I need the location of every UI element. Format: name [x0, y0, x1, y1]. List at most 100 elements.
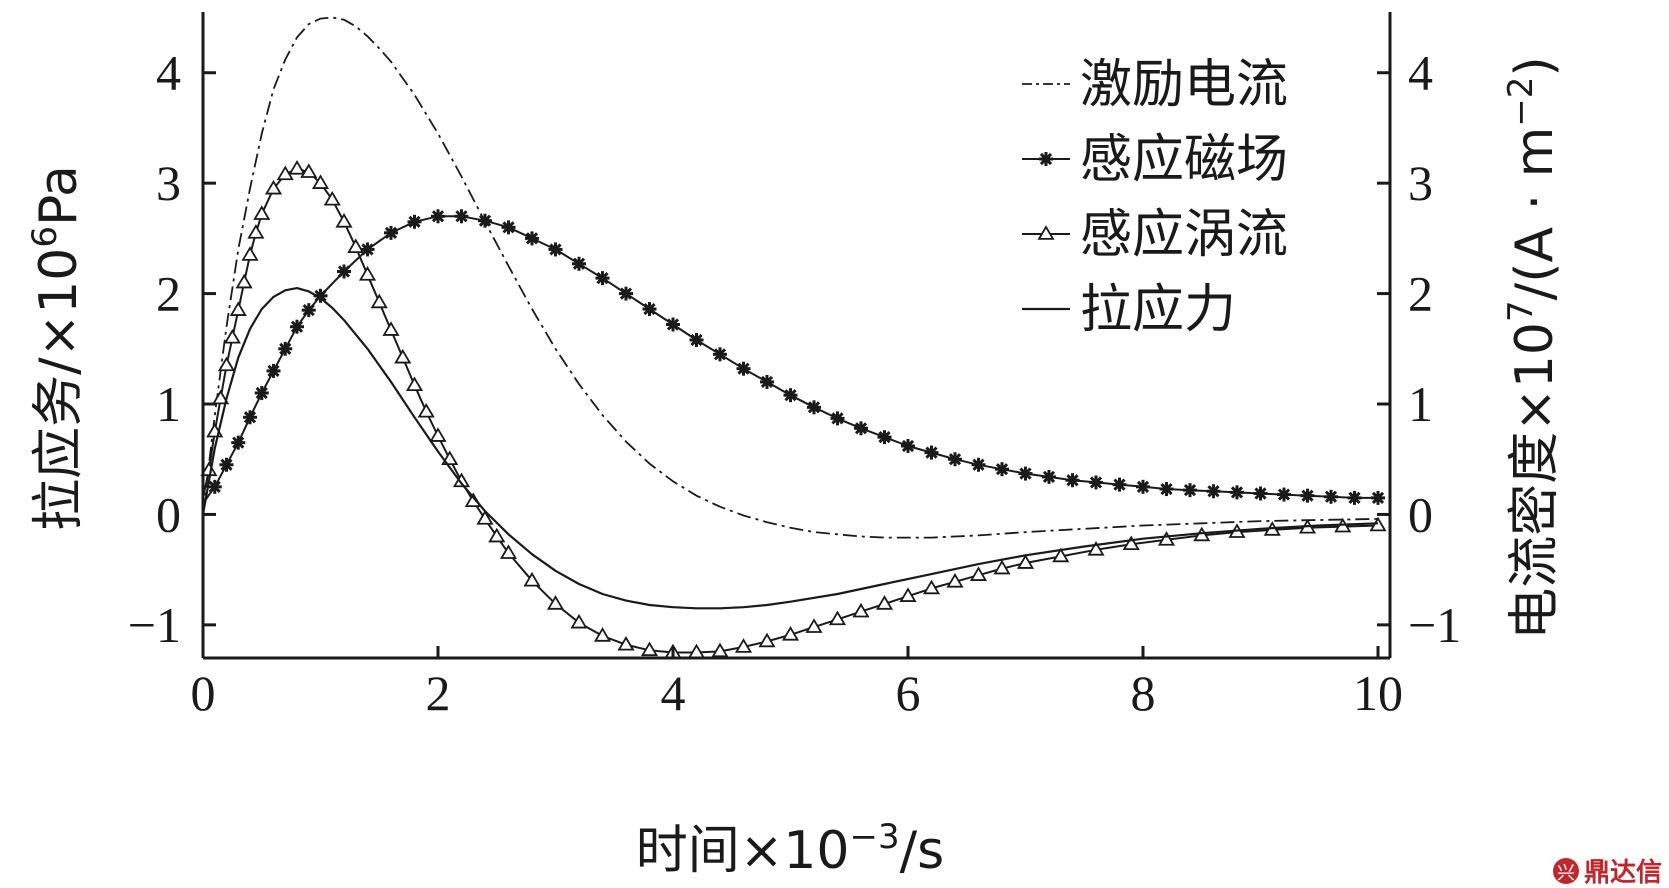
data-point-star	[478, 213, 492, 228]
data-point-star	[901, 438, 915, 453]
data-point-star	[595, 271, 610, 286]
right-y-tick-label: 3	[1408, 155, 1433, 211]
axes-layer	[201, 12, 1392, 660]
data-point-star	[548, 242, 563, 257]
data-point-triangle	[394, 348, 412, 364]
data-point-star	[830, 411, 845, 426]
data-point-star	[360, 242, 375, 257]
data-point-star	[1371, 490, 1385, 505]
data-point-triangle	[311, 174, 330, 189]
data-point-star	[736, 361, 751, 376]
data-point-triangle	[1157, 531, 1176, 546]
data-point-triangle	[969, 566, 988, 581]
data-point-triangle	[875, 595, 894, 610]
data-point-star	[501, 220, 516, 235]
data-point-star	[525, 231, 539, 246]
data-point-star	[254, 385, 269, 400]
data-point-triangle	[253, 205, 271, 220]
data-point-triangle	[946, 573, 964, 588]
x-tick-label: 6	[896, 665, 921, 721]
data-point-star	[1230, 485, 1244, 500]
data-point-star	[407, 214, 422, 229]
series-0	[202, 16, 1379, 539]
data-point-triangle	[640, 641, 659, 657]
legend-item: 拉应力	[1022, 280, 1236, 340]
data-point-triangle	[476, 510, 494, 525]
x-tick-label: 0	[191, 665, 216, 721]
data-point-star	[783, 388, 798, 403]
data-point-triangle	[852, 602, 870, 618]
left-y-tick-label: 4	[156, 45, 181, 101]
watermark: 兴 鼎达信	[1553, 858, 1662, 888]
right-y-tick-label: 2	[1408, 266, 1433, 322]
data-point-triangle	[370, 293, 388, 309]
legend-label: 拉应力	[1080, 280, 1236, 340]
series-line	[201, 287, 1379, 610]
data-point-star	[266, 363, 281, 378]
data-point-triangle	[405, 376, 424, 392]
legend-triangle-marker	[1037, 225, 1055, 240]
legend-item: 感应涡流	[1022, 205, 1288, 265]
right-y-tick-label: 4	[1408, 45, 1433, 101]
data-point-star	[290, 319, 304, 334]
data-point-triangle	[828, 610, 847, 626]
data-point-star	[384, 225, 398, 240]
data-point-triangle	[1087, 541, 1105, 556]
data-point-star	[1277, 487, 1291, 502]
data-point-star	[1136, 479, 1150, 494]
legend-item: 感应磁场	[1022, 130, 1288, 190]
data-point-triangle	[300, 163, 318, 178]
watermark-logo-letter: 兴	[1557, 863, 1575, 884]
left-y-tick-label: 3	[156, 155, 181, 211]
x-tick-label: 8	[1131, 665, 1156, 721]
right-y-tick-label: 0	[1408, 486, 1433, 542]
x-axis-title: 时间×10−3/s	[636, 817, 945, 881]
data-point-triangle	[1122, 535, 1140, 551]
legend-label: 感应涡流	[1080, 205, 1288, 265]
data-point-triangle	[805, 618, 823, 633]
data-point-star	[219, 457, 234, 472]
data-point-triangle	[241, 246, 259, 261]
data-point-star	[948, 452, 962, 467]
right-y-axis-title: 电流密度×107/(A · m−2)	[1501, 56, 1565, 639]
data-point-triangle	[1016, 554, 1035, 569]
x-tick-label: 10	[1353, 665, 1403, 721]
legend-item: 激励电流	[1022, 55, 1288, 115]
data-point-star	[807, 400, 821, 415]
data-point-triangle	[617, 635, 635, 651]
data-point-star	[454, 209, 469, 224]
left-y-tick-label: 0	[156, 486, 181, 542]
data-point-triangle	[358, 266, 377, 281]
data-point-star	[1159, 482, 1174, 497]
legend-star-marker	[1039, 152, 1053, 166]
data-point-star	[1324, 489, 1338, 504]
data-point-triangle	[212, 389, 230, 405]
series-layer	[200, 16, 1387, 659]
data-point-triangle	[499, 544, 518, 559]
data-point-star	[231, 435, 246, 450]
data-point-star	[760, 374, 774, 389]
data-point-triangle	[593, 627, 612, 642]
data-point-star	[642, 302, 657, 317]
data-point-triangle	[1052, 547, 1070, 563]
data-point-star	[278, 341, 293, 356]
data-point-star	[337, 264, 351, 279]
series-3	[201, 287, 1379, 610]
data-point-star	[431, 209, 445, 224]
data-point-star	[1183, 483, 1197, 498]
data-point-star	[1042, 469, 1056, 484]
data-point-triangle	[993, 559, 1011, 575]
data-point-star	[1300, 488, 1315, 503]
data-point-star	[207, 479, 222, 494]
data-point-triangle	[235, 273, 253, 289]
series-line	[202, 16, 1379, 539]
data-point-star	[689, 332, 704, 347]
data-point-triangle	[899, 587, 917, 602]
data-point-star	[995, 462, 1009, 477]
data-point-star	[572, 256, 586, 271]
data-point-triangle	[264, 179, 283, 195]
data-point-triangle	[288, 160, 306, 175]
left-y-axis-title: 拉应务/×106Pa	[25, 165, 89, 531]
